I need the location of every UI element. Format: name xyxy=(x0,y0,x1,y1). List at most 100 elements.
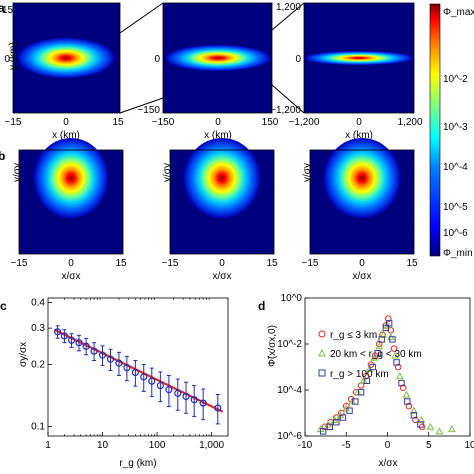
a2-ytick-zero: 0 xyxy=(154,54,160,65)
c-data-point xyxy=(115,359,123,367)
d-point-square xyxy=(333,419,340,426)
a3-xtick-left: −1,200 xyxy=(289,117,320,128)
heatmap-a2-blob xyxy=(166,45,270,71)
d-point-circle xyxy=(405,402,413,410)
legend-item-1: r_g ≤ 3 km xyxy=(330,330,377,341)
c-data-point xyxy=(98,351,107,359)
c-data-point xyxy=(123,364,131,372)
d-point-circle xyxy=(399,384,407,392)
d-xlabel: x/σx xyxy=(379,458,398,469)
panel-label-a: a xyxy=(0,1,5,15)
b1-xtick-left: −15 xyxy=(11,258,28,269)
legend: r_g ≤ 3 km 20 km < r_g < 30 km r_g > 100… xyxy=(318,330,422,380)
a2-ytick-bottom: −150 xyxy=(137,105,160,116)
a2-xtick-mid: 0 xyxy=(215,117,221,128)
b2-xtick-mid: 0 xyxy=(219,258,225,269)
legend-item-2: 20 km < r_g < 30 km xyxy=(330,349,422,360)
a1-ytick-zero: 0 xyxy=(4,54,10,65)
d-point-square xyxy=(363,377,371,385)
d-point-circle xyxy=(385,315,392,323)
d-point-square xyxy=(385,320,393,327)
d-point-circle xyxy=(412,416,419,424)
d-point-square xyxy=(369,363,376,371)
d-ytick-label: 10^-2 xyxy=(277,339,302,350)
c-xtick-label: 1,000 xyxy=(199,440,224,451)
d-point-square xyxy=(417,421,424,428)
colorbar-tick-5: 10^-6 xyxy=(443,228,468,239)
panel-label-b: b xyxy=(0,149,5,163)
a3-xtick-mid: 0 xyxy=(356,117,362,128)
c-data-point xyxy=(165,386,173,394)
d-point-square xyxy=(339,414,347,421)
colorbar-tick-3: 10^-4 xyxy=(443,162,468,173)
c-data-point xyxy=(190,396,198,404)
d-point-circle xyxy=(390,345,398,352)
panel-label-c: c xyxy=(0,299,7,313)
a2-xtick-right: 150 xyxy=(262,117,279,128)
c-ytick-label: 0.2 xyxy=(31,359,45,370)
d-ylabel: Φ̃(x/σx,0) xyxy=(267,325,278,367)
d-point-triangle xyxy=(410,406,418,414)
panel-c-frame xyxy=(47,297,229,437)
d-xtick-label: 0 xyxy=(385,440,391,451)
c-ylabel: σy/σx xyxy=(18,342,29,367)
heatmap-a3-blob xyxy=(305,51,413,65)
legend-marker-circle xyxy=(318,330,326,338)
a1-xtick-mid: 0 xyxy=(63,117,69,128)
panel-a2 xyxy=(162,2,273,114)
c-data-point xyxy=(131,368,139,377)
b3-xtick-right: 15 xyxy=(406,258,418,269)
c-data-point xyxy=(90,347,98,355)
panel-a3 xyxy=(303,2,415,114)
b3-xtick-left: −15 xyxy=(302,258,319,269)
legend-marker-square xyxy=(318,369,326,377)
d-point-triangle xyxy=(375,342,384,350)
colorbar: Φ_max 10^-2 10^-3 10^-4 10^-5 10^-6 Φ_mi… xyxy=(429,3,474,259)
a3-xlabel: x (km) xyxy=(345,130,373,141)
d-point-triangle xyxy=(426,422,435,430)
d-point-triangle xyxy=(379,330,388,338)
c-data-point xyxy=(174,389,182,397)
heatmap-b2-blob xyxy=(184,138,260,218)
a1-ylabel: y (km) xyxy=(8,42,19,70)
b3-ylabel: y/σy xyxy=(302,163,313,182)
c-ytick-label: 0.3 xyxy=(31,323,45,334)
d-point-square xyxy=(398,379,405,387)
c-data-point xyxy=(60,332,69,340)
d-point-triangle xyxy=(417,415,426,423)
c-data-point xyxy=(67,336,76,344)
d-point-square xyxy=(357,389,365,396)
panel-b3 xyxy=(309,138,415,255)
d-point-square xyxy=(404,398,411,405)
d-point-triangle xyxy=(348,397,356,405)
b2-xtick-left: −15 xyxy=(162,258,179,269)
d-point-square xyxy=(389,336,396,343)
b2-xlabel: x/σx xyxy=(213,271,232,282)
d-point-triangle xyxy=(435,427,444,435)
panel-a1 xyxy=(12,2,121,114)
b3-xtick-mid: 0 xyxy=(359,258,365,269)
d-ytick-label: 10^0 xyxy=(281,293,303,304)
c-xtick-label: 10 xyxy=(97,440,109,451)
d-point-square xyxy=(378,336,385,343)
a1-xtick-left: −15 xyxy=(5,117,22,128)
panel-d-frame xyxy=(304,297,471,437)
d-point-square xyxy=(410,412,418,419)
d-point-square xyxy=(374,350,381,357)
d-point-triangle xyxy=(448,425,456,433)
panel-d-scatter: -10 -5 0 5 10 10^-6 10^-4 10^-2 10^0 r_g ≤ 3 km … xyxy=(267,293,474,469)
panel-c-scatter: 1 10 100 1,000 0.1 0.2 0.3 0.4 r_g (km) σy/σx xyxy=(18,297,229,469)
a3-ytick-bottom: −1,200 xyxy=(270,105,301,116)
d-xtick-label: 5 xyxy=(426,440,432,451)
zoom-connectors xyxy=(119,2,305,114)
d-xtick-label: 10 xyxy=(464,440,474,451)
d-point-circle xyxy=(394,363,402,371)
d-point-triangle xyxy=(359,376,368,384)
c-data-point xyxy=(148,377,156,385)
c-data-point xyxy=(214,404,222,412)
c-data-point xyxy=(82,342,90,350)
d-point-square xyxy=(352,398,359,405)
d-xtick-label: -10 xyxy=(298,440,313,451)
colorbar-max-label: Φ_max xyxy=(443,7,474,18)
